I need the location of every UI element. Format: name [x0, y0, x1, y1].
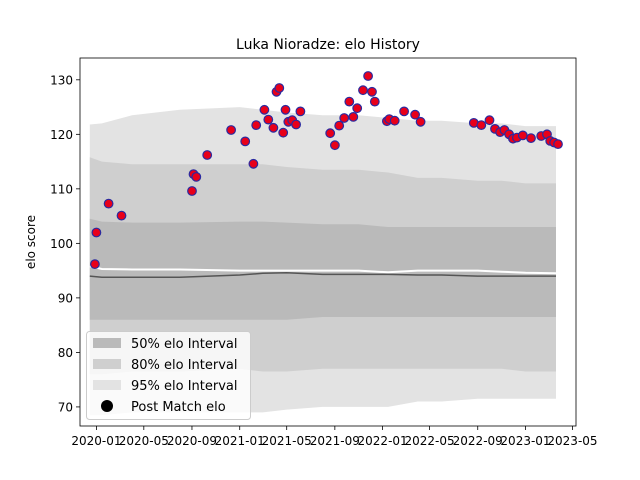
data-point [476, 120, 487, 130]
x-tick-label: 2022-09 [453, 434, 503, 448]
data-point [334, 120, 345, 131]
y-axis-label: elo score [24, 215, 38, 269]
data-point [278, 127, 289, 138]
legend-label-50: 50% elo Interval [131, 337, 238, 352]
data-point [259, 104, 270, 115]
legend-label-80: 80% elo Interval [131, 358, 238, 373]
data-point [415, 116, 426, 127]
data-point [526, 133, 536, 144]
data-point [263, 114, 274, 125]
x-tick-label: 2022-05 [405, 434, 455, 448]
data-point [517, 130, 528, 141]
median-line-dark [89, 272, 556, 278]
x-tick-label: 2023-05 [547, 434, 597, 448]
interval-band-50 [89, 218, 557, 320]
median-line-light [89, 265, 557, 275]
median-lines [89, 265, 557, 278]
data-point [91, 227, 102, 238]
data-point [410, 109, 421, 120]
data-point [399, 106, 410, 117]
data-point [89, 259, 100, 270]
data-point [367, 86, 377, 97]
data-point [291, 119, 302, 130]
legend-marker-points [101, 400, 113, 412]
plot-frame [79, 57, 577, 427]
x-axis: 2020-012020-052020-092021-012021-052021-… [71, 426, 598, 448]
chart-title: Luka Nioradze: elo History [236, 37, 420, 53]
data-point [348, 111, 359, 122]
x-tick-label: 2021-01 [215, 434, 265, 448]
data-point [280, 104, 291, 115]
data-point [484, 115, 495, 126]
legend: 50% elo Interval 80% elo Interval 95% el… [86, 331, 251, 420]
data-point [344, 96, 355, 107]
x-tick-label: 2022-01 [358, 434, 408, 448]
post-match-points [89, 71, 563, 270]
data-point [191, 171, 202, 182]
data-point [352, 103, 363, 114]
x-tick-label: 2023-01 [500, 434, 550, 448]
data-point [295, 106, 306, 117]
legend-swatch-95 [93, 380, 121, 390]
data-point [325, 128, 336, 139]
legend-label-points: Post Match elo [131, 400, 226, 415]
y-tick-label: 130 [50, 73, 73, 87]
data-point [103, 198, 114, 209]
data-point [553, 139, 563, 150]
y-tick-label: 80 [58, 346, 73, 360]
data-point [240, 136, 251, 147]
data-point [339, 113, 350, 123]
y-tick-label: 110 [50, 182, 73, 196]
data-point [358, 85, 368, 96]
data-point [268, 122, 279, 133]
data-point [251, 120, 262, 130]
x-tick-label: 2020-05 [119, 434, 169, 448]
y-tick-label: 90 [58, 291, 73, 305]
data-point [226, 125, 237, 135]
x-tick-label: 2021-09 [310, 434, 360, 448]
y-axis: 70 80 90 100 110 120 130 [50, 73, 80, 414]
legend-label-95: 95% elo Interval [131, 379, 238, 394]
legend-swatch-50 [93, 338, 121, 348]
data-point [116, 210, 127, 221]
y-tick-label: 100 [50, 237, 73, 251]
data-point [274, 83, 285, 93]
data-point [187, 186, 197, 196]
x-tick-label: 2020-09 [167, 434, 217, 448]
x-tick-label: 2020-01 [71, 434, 121, 448]
data-point [363, 71, 374, 81]
data-point [389, 115, 400, 126]
data-point [330, 140, 340, 151]
y-tick-label: 120 [50, 128, 73, 142]
data-point [202, 150, 213, 160]
y-tick-label: 70 [58, 400, 73, 414]
x-tick-label: 2021-05 [262, 434, 312, 448]
data-point [248, 158, 259, 169]
data-point [369, 96, 380, 107]
legend-swatch-80 [93, 359, 121, 369]
legend-frame [86, 331, 251, 420]
